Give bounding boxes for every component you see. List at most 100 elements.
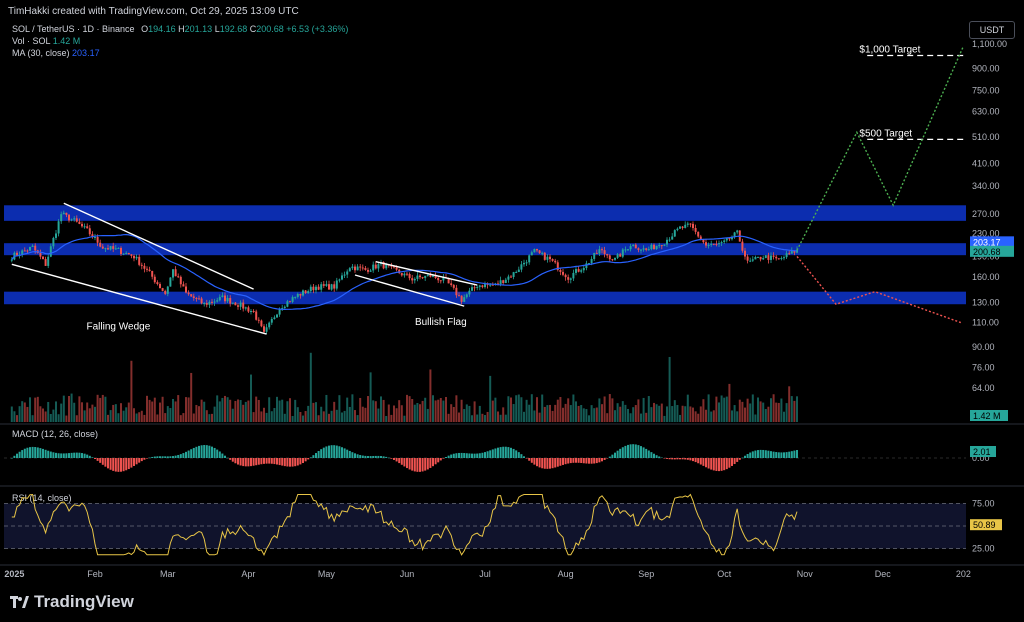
volume-bar — [416, 402, 419, 422]
candle-body — [23, 250, 26, 252]
macd-histogram-bar — [138, 458, 141, 463]
macd-histogram-bar — [637, 445, 640, 458]
macd-histogram-bar — [299, 458, 302, 465]
volume-bar — [387, 404, 390, 422]
candle-body — [411, 278, 414, 281]
time-tick-label: 2025 — [4, 569, 24, 579]
candle-body — [49, 246, 52, 257]
macd-histogram-bar — [653, 453, 655, 458]
macd-histogram-bar — [676, 458, 679, 460]
currency-button[interactable]: USDT — [969, 21, 1015, 39]
volume-bar — [413, 404, 416, 422]
candle-body — [642, 248, 645, 250]
macd-histogram-bar — [117, 458, 120, 472]
macd-histogram-bar — [751, 451, 754, 458]
macd-histogram-bar — [606, 458, 609, 459]
macd-histogram-bar — [107, 458, 109, 469]
volume-bar — [775, 402, 778, 422]
volume-bar — [117, 413, 120, 422]
candle-body — [416, 275, 419, 279]
volume-label[interactable]: Vol · SOL — [12, 36, 51, 46]
candle-body — [96, 236, 99, 243]
candle-body — [510, 276, 512, 278]
candle-body — [585, 263, 588, 268]
volume-bar — [320, 406, 323, 422]
volume-bar — [746, 398, 749, 422]
candle-body — [351, 266, 354, 269]
volume-bar — [49, 413, 52, 422]
volume-bar — [276, 396, 278, 422]
candle-body — [265, 327, 268, 332]
volume-bar — [156, 414, 159, 422]
candle-body — [458, 295, 460, 297]
candle-body — [575, 269, 577, 273]
candle-body — [764, 255, 767, 259]
volume-bar — [749, 403, 752, 422]
candle-body — [541, 252, 544, 254]
macd-histogram-bar — [224, 455, 226, 458]
candle-body — [712, 243, 715, 245]
candle-body — [21, 250, 24, 255]
macd-histogram-bar — [52, 452, 55, 458]
candle-body — [658, 245, 661, 247]
ohlc-low: 192.68 — [219, 24, 248, 34]
macd-histogram-bar — [242, 458, 245, 467]
volume-bar — [304, 411, 307, 422]
volume-bar — [759, 401, 762, 422]
candle-body — [400, 273, 403, 276]
volume-bar — [83, 410, 86, 422]
macd-histogram-bar — [772, 451, 775, 458]
volume-bar — [481, 413, 484, 422]
volume-bar — [315, 402, 317, 422]
target-label: $500 Target — [859, 128, 912, 139]
macd-histogram-bar — [559, 458, 562, 466]
candle-body — [710, 243, 713, 245]
candle-body — [684, 224, 687, 228]
volume-bar — [590, 405, 593, 422]
macd-histogram-bar — [185, 451, 187, 458]
volume-bar — [634, 405, 637, 422]
macd-histogram-bar — [585, 458, 588, 464]
macd-histogram-bar — [156, 456, 159, 458]
macd-histogram-bar — [590, 458, 593, 464]
volume-bar — [720, 395, 723, 422]
macd-histogram-bar — [567, 458, 570, 464]
macd-histogram-bar — [263, 458, 265, 464]
last-price-badge — [970, 245, 1014, 257]
macd-histogram-bar — [757, 450, 759, 458]
macd-histogram-bar — [343, 448, 346, 458]
bearish-projection-path — [796, 256, 962, 324]
candle-body — [281, 307, 284, 309]
volume-bar — [616, 403, 619, 422]
ma-line — [11, 233, 798, 311]
macd-histogram-bar — [439, 458, 442, 461]
macd-histogram-bar — [634, 444, 637, 458]
candle-body — [770, 255, 772, 260]
ma-label[interactable]: MA (30, close) — [12, 48, 70, 58]
symbol-name[interactable]: SOL / TetherUS · 1D · Binance — [12, 24, 135, 34]
volume-bar — [790, 396, 793, 422]
volume-bar — [632, 407, 635, 422]
macd-histogram-bar — [699, 458, 702, 465]
candle-body — [671, 236, 674, 240]
macd-histogram-bar — [611, 454, 614, 458]
candle-body — [328, 284, 330, 290]
macd-histogram-bar — [208, 445, 211, 458]
volume-bar — [528, 404, 531, 422]
macd-histogram-bar — [580, 458, 583, 464]
created-by-text: TimHakki created with TradingView.com, O… — [8, 6, 299, 17]
macd-histogram-bar — [382, 456, 385, 458]
candle-body — [632, 244, 635, 247]
candle-body — [595, 252, 598, 254]
macd-histogram-bar — [218, 451, 221, 458]
volume-bar — [603, 396, 606, 422]
candle-body — [689, 223, 692, 225]
candle-body — [151, 270, 154, 277]
volume-bar — [177, 395, 180, 422]
volume-bar — [541, 394, 544, 422]
volume-bar — [593, 408, 596, 422]
volume-bar — [239, 400, 242, 422]
candle-body — [385, 264, 388, 269]
macd-histogram-bar — [728, 458, 731, 468]
